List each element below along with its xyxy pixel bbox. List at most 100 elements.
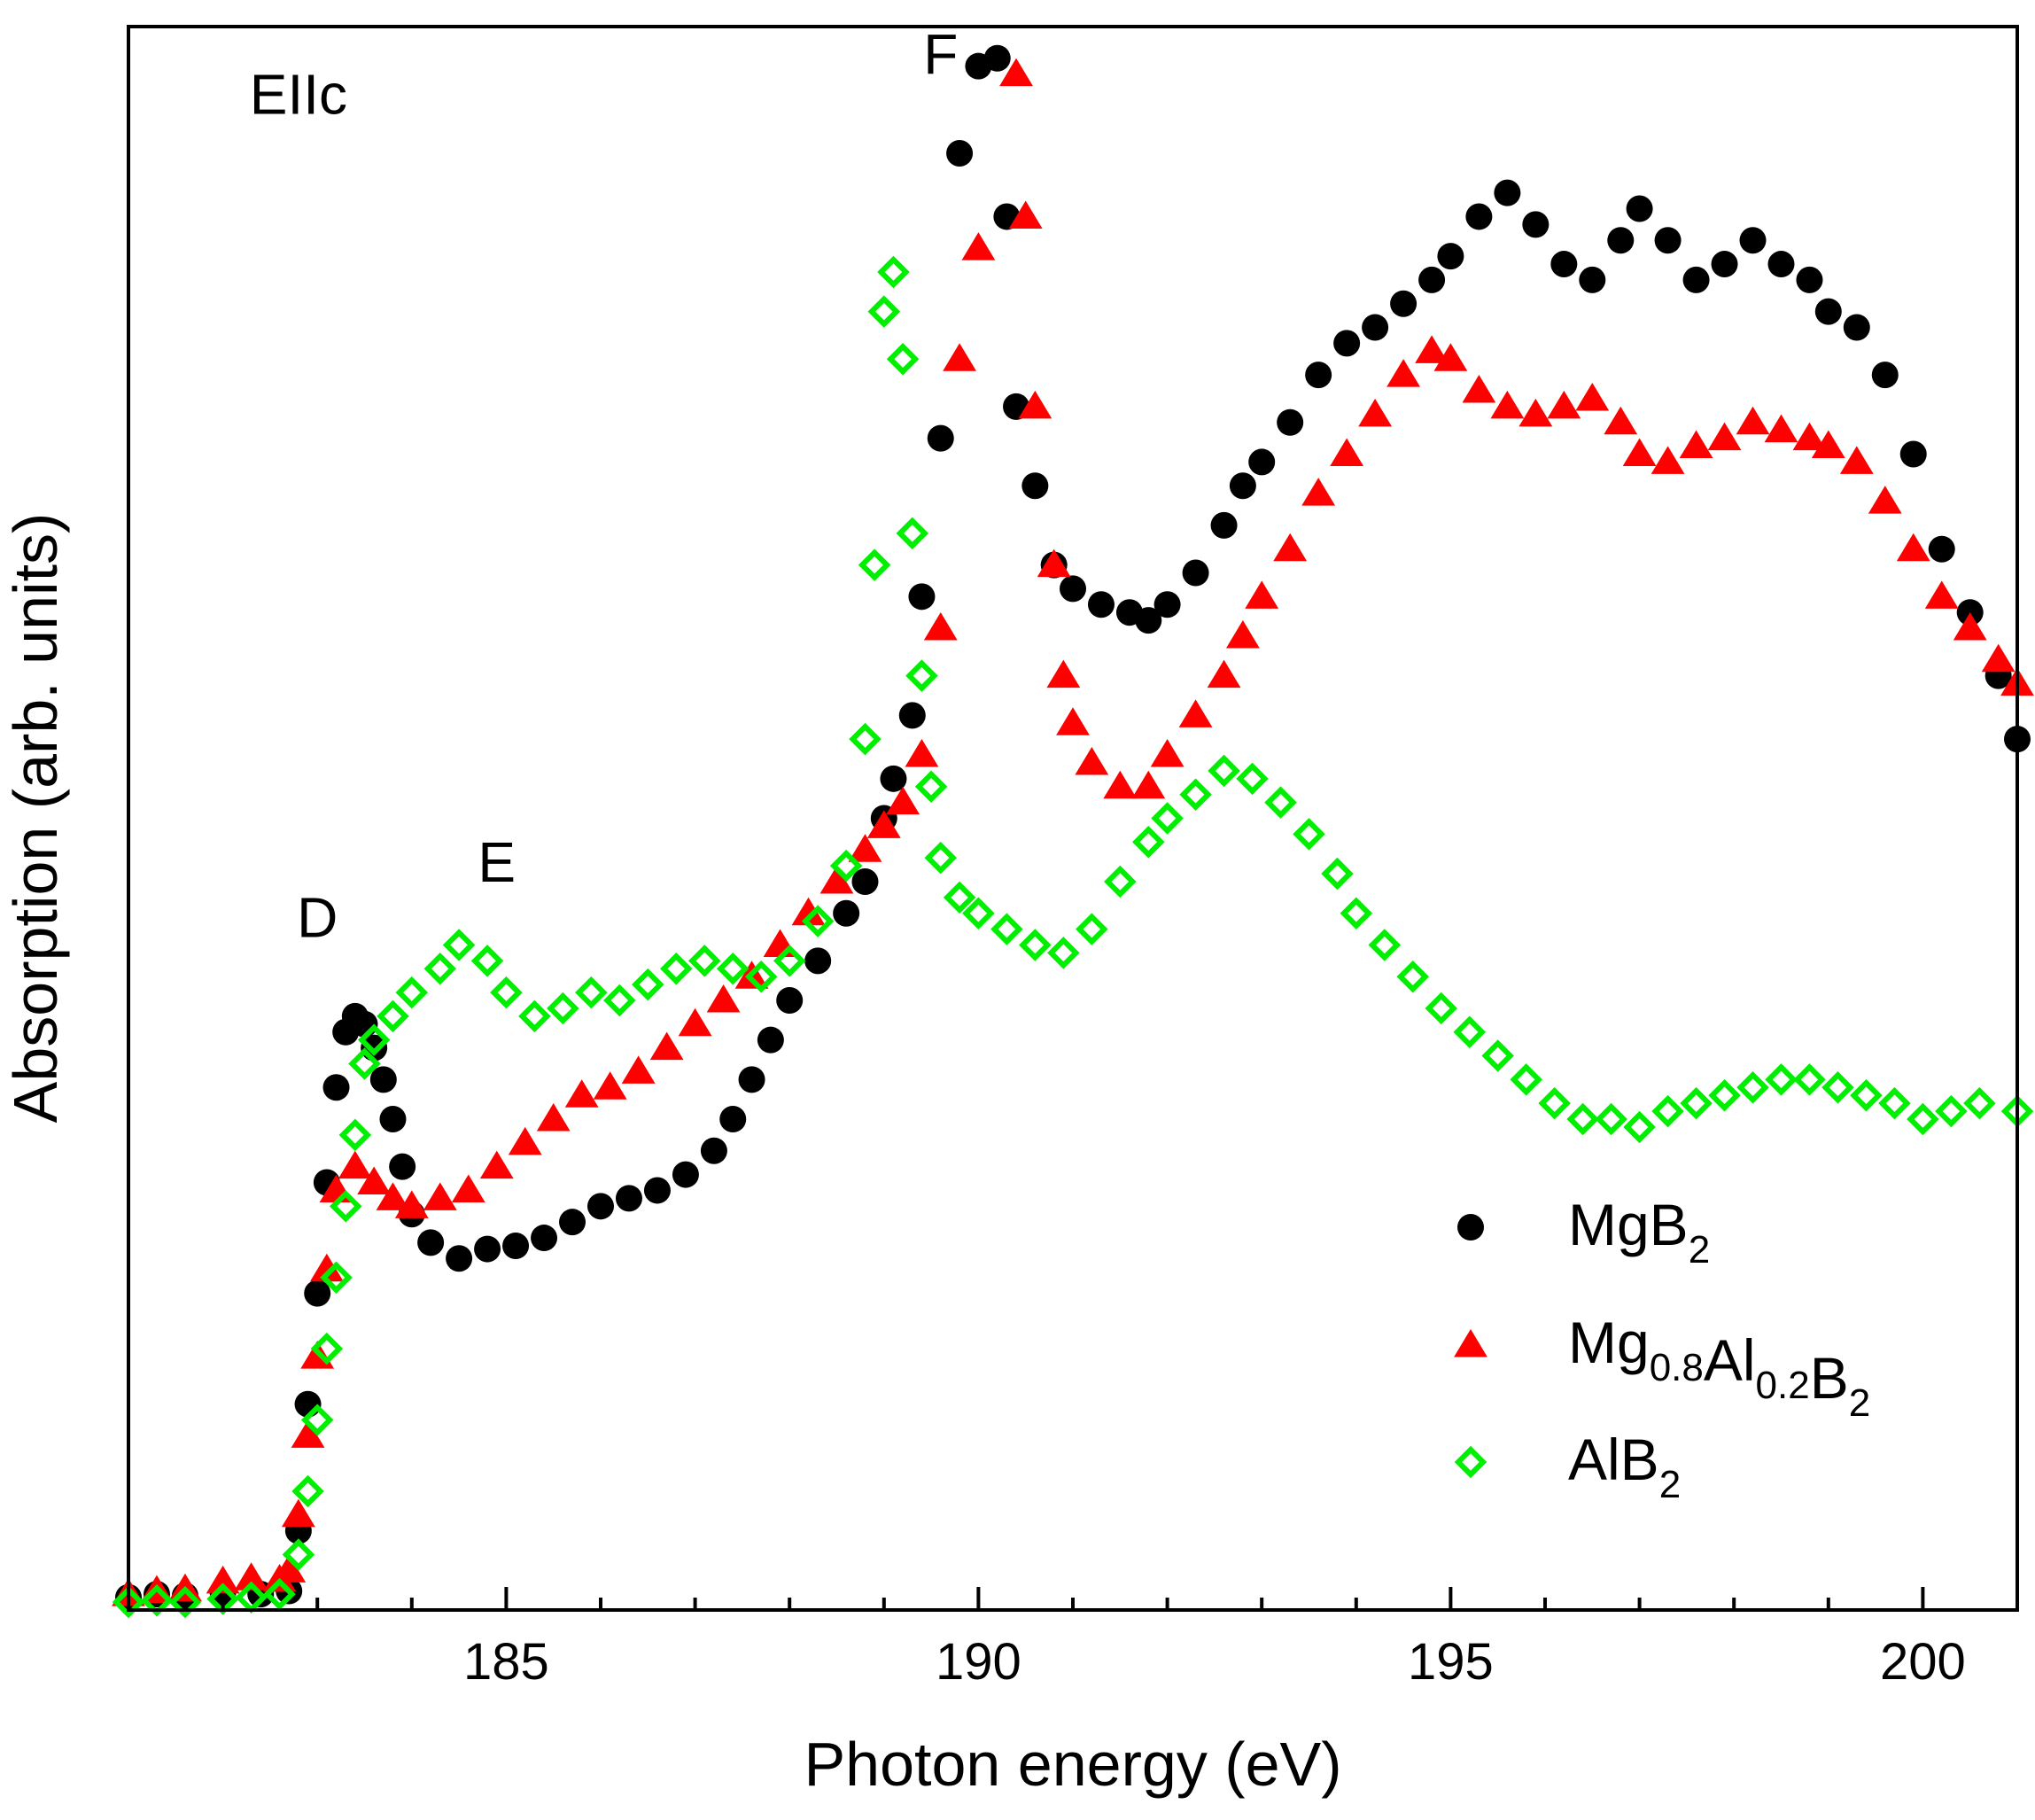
data-point: [819, 865, 854, 894]
data-point: [943, 881, 976, 914]
data-point: [1390, 290, 1418, 317]
data-point: [1680, 1086, 1713, 1120]
data-point: [379, 1106, 407, 1133]
data-point: [1433, 343, 1468, 371]
data-point: [1981, 643, 2016, 673]
data-point: [905, 659, 938, 692]
data-point: [1607, 227, 1635, 254]
data-point: [470, 945, 504, 977]
data-point: [886, 343, 920, 376]
data-point: [1179, 778, 1212, 811]
annotation-eiic: EIIc: [250, 62, 347, 126]
data-point: [1358, 398, 1393, 427]
data-point: [1651, 1094, 1684, 1128]
legend-entry: Mg0.8Al0.2B2: [1454, 1310, 1870, 1425]
legend-marker: [1454, 1445, 1487, 1479]
data-point: [1465, 203, 1493, 230]
data-point: [559, 1209, 586, 1236]
x-axis-label: Photon energy (eV): [804, 1730, 1341, 1799]
data-point: [1415, 335, 1449, 363]
data-point: [833, 899, 860, 927]
data-point: [1579, 266, 1606, 293]
data-point: [1907, 1102, 1939, 1136]
data-point: [281, 1498, 315, 1528]
data-point: [829, 849, 863, 883]
data-point: [1764, 414, 1798, 443]
data-point: [442, 929, 476, 961]
data-point: [502, 1232, 530, 1259]
data-point: [990, 913, 1023, 945]
data-point: [1021, 472, 1049, 500]
data-point: [395, 976, 429, 1009]
data-point: [643, 1177, 671, 1204]
annotations: EIIc D E F: [250, 23, 959, 950]
data-point: [376, 1182, 410, 1210]
data-point: [1264, 786, 1297, 819]
data-point: [983, 44, 1011, 72]
data-point: [1087, 591, 1115, 618]
data-point: [999, 58, 1033, 87]
data-point: [1019, 929, 1052, 961]
y-axis-label: Absorption (arb. units): [1, 513, 70, 1124]
data-point: [508, 1126, 542, 1155]
data-point: [1245, 580, 1279, 609]
data-point: [417, 1229, 445, 1256]
data-point: [924, 841, 958, 875]
data-point: [1046, 659, 1081, 688]
data-point: [1538, 1086, 1571, 1120]
data-point: [700, 1137, 727, 1164]
data-point: [1839, 446, 1874, 474]
data-point: [1386, 359, 1420, 387]
data-point: [678, 1007, 712, 1037]
data-point: [1796, 266, 1823, 293]
legend-entry: MgB2: [1457, 1192, 1710, 1272]
data-point: [1792, 422, 1827, 451]
data-point: [1481, 1039, 1514, 1072]
data-point: [1550, 251, 1578, 278]
data-point: [719, 1106, 747, 1133]
data-point: [369, 1066, 397, 1093]
data-point: [851, 867, 879, 895]
x-tick-label: 195: [1408, 1633, 1494, 1691]
data-point: [1075, 746, 1109, 775]
data-point: [206, 1565, 240, 1594]
data-point: [804, 947, 832, 975]
data-point: [877, 255, 910, 289]
data-point: [263, 1577, 296, 1611]
x-tick-label: 190: [936, 1633, 1021, 1691]
data-point: [962, 897, 995, 929]
legend-label: AlB2: [1568, 1427, 1681, 1506]
data-point: [1821, 1071, 1854, 1104]
data-point: [1878, 1086, 1911, 1120]
data-point: [291, 1474, 324, 1508]
data-point: [1765, 1063, 1798, 1096]
data-point: [914, 770, 948, 804]
data-point: [1604, 406, 1638, 435]
data-point: [575, 976, 608, 1009]
data-point: [338, 1118, 372, 1152]
data-point: [744, 960, 778, 993]
data-point: [1018, 390, 1052, 419]
data-point: [1362, 314, 1389, 341]
data-point: [1132, 826, 1165, 859]
data-point: [1060, 575, 1086, 603]
data-point: [1153, 591, 1181, 618]
data-point: [1229, 472, 1256, 500]
data-point: [357, 1023, 391, 1056]
data-point: [1654, 227, 1682, 254]
data-point: [908, 583, 936, 611]
data-point: [848, 834, 882, 862]
data-point: [1736, 1071, 1769, 1104]
data-point: [943, 343, 976, 371]
data-point: [304, 1279, 331, 1307]
data-point: [1418, 266, 1446, 293]
data-point: [880, 765, 907, 792]
data-point: [791, 897, 826, 926]
data-point: [531, 1225, 558, 1252]
data-point: [1103, 770, 1138, 799]
data-point: [1293, 818, 1325, 851]
data-point: [1739, 227, 1767, 254]
data-point: [1850, 1078, 1883, 1112]
data-point: [649, 1031, 684, 1061]
